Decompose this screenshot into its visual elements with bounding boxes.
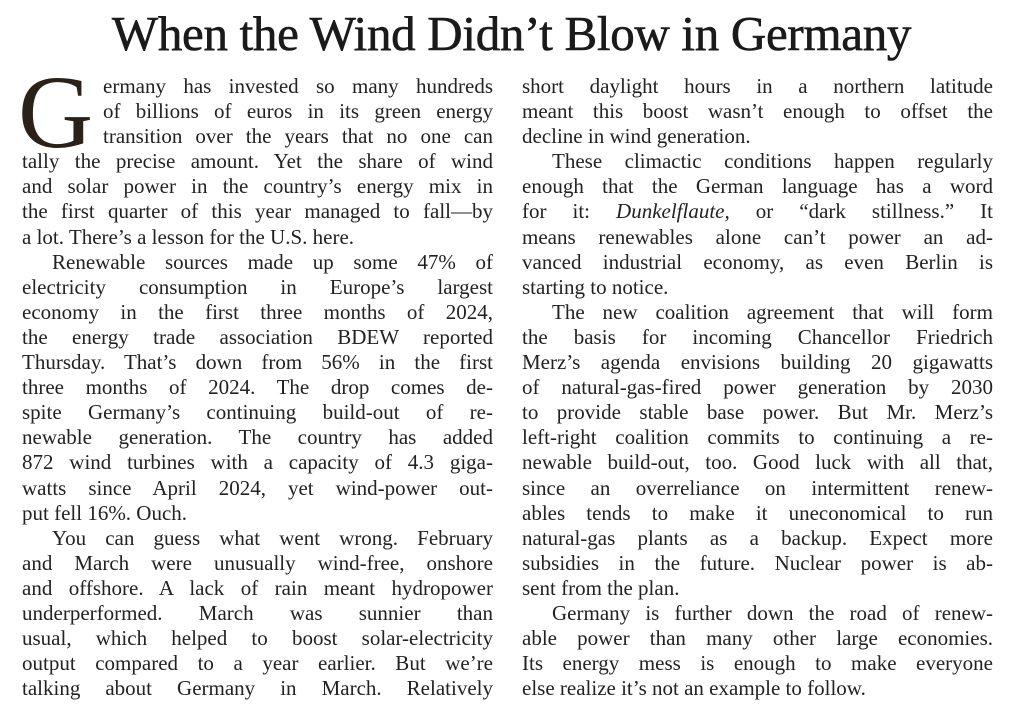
- article-line: the energy trade association BDEW report…: [22, 324, 493, 349]
- article-line: ermany has invested so many hundreds: [103, 74, 493, 98]
- article-line: the basis for incoming Chancellor Friedr…: [522, 324, 993, 349]
- article-line: subsidies in the future. Nuclear power i…: [522, 550, 993, 575]
- article-line: of billions of euros in its green energy: [103, 99, 493, 124]
- article-line: watts since April 2024, yet wind-power o…: [22, 475, 493, 500]
- article-line: ables tends to make it uneconomical to r…: [522, 500, 993, 525]
- text-segment: or “dark stillness.” It: [729, 199, 994, 224]
- article-line: the first quarter of this year managed t…: [22, 199, 493, 224]
- article-line: to provide stable base power. But Mr. Me…: [522, 400, 993, 425]
- headline: When the Wind Didn’t Blow in Germany: [111, 6, 912, 62]
- article-line: of natural-gas-fired power generation by…: [522, 375, 993, 400]
- article-line: decline in wind generation.: [522, 124, 751, 149]
- article-line: The new coalition agreement that will fo…: [552, 299, 993, 324]
- article-line: short daylight hours in a northern latit…: [522, 74, 993, 98]
- article-line: sent from the plan.: [522, 575, 680, 600]
- article-line: Merz’s agenda envisions building 20 giga…: [522, 350, 993, 375]
- article-line: talking about Germany in March. Relative…: [22, 676, 493, 701]
- article-line: three months of 2024. The drop comes de-: [22, 375, 493, 400]
- article-line: 872 wind turbines with a capacity of 4.3…: [22, 450, 493, 475]
- article-line: for it: Dunkelflaute, or “dark stillness…: [522, 199, 993, 224]
- article-line: a lot. There’s a lesson for the U.S. her…: [22, 224, 355, 249]
- article-line: newable build-out, too. Good luck with a…: [522, 450, 993, 475]
- article-line: Renewable sources made up some 47% of: [52, 249, 493, 274]
- article-line: electricity consumption in Europe’s larg…: [22, 274, 493, 299]
- article-line: underperformed. March was sunnier than: [22, 600, 493, 625]
- article-line: transition over the years that no one ca…: [103, 124, 493, 149]
- article-line: and solar power in the country’s energy …: [22, 174, 493, 199]
- article-line: starting to notice.: [522, 274, 669, 299]
- article-line: tally the precise amount. Yet the share …: [22, 149, 493, 174]
- article-line: spite Germany’s continuing build-out of …: [22, 400, 493, 425]
- article-line: and offshore. A lack of rain meant hydro…: [22, 575, 493, 600]
- drop-cap: G: [18, 55, 94, 170]
- article-line: and March were unusually wind-free, onsh…: [22, 550, 493, 575]
- article-line: vanced industrial economy, as even Berli…: [522, 249, 993, 274]
- article-line: since an overreliance on intermittent re…: [522, 475, 993, 500]
- text-segment: for it:: [522, 199, 617, 224]
- article-line: means renewables alone can’t power an ad…: [522, 224, 993, 249]
- article-column-left: G ermany has invested so many hundreds of…: [18, 61, 493, 701]
- article-line: output compared to a year earlier. But w…: [22, 651, 493, 676]
- article-line: enough that the German language has a wo…: [522, 174, 993, 199]
- article-line: These climactic conditions happen regula…: [552, 149, 993, 174]
- article-line: put fell 16%. Ouch.: [22, 500, 188, 525]
- article-line: able power than many other large economi…: [522, 626, 993, 651]
- article-line: You can guess what went wrong. February: [52, 525, 493, 550]
- article-line: Its energy mess is enough to make everyo…: [522, 651, 993, 676]
- italic-term: Dunkelflaute,: [616, 199, 730, 224]
- article-line: economy in the first three months of 202…: [22, 299, 493, 324]
- article-line: newable generation. The country has adde…: [22, 425, 493, 450]
- article-line: Germany is further down the road of rene…: [552, 600, 993, 625]
- article-line: meant this boost wasn’t enough to offset…: [522, 99, 993, 124]
- article-line: Thursday. That’s down from 56% in the fi…: [22, 350, 493, 375]
- article-column-right: short daylight hours in a northern latit…: [522, 74, 993, 701]
- article-line: usual, which helped to boost solar-elect…: [22, 626, 493, 651]
- article-line: else realize it’s not an example to foll…: [522, 676, 866, 701]
- article-line: natural-gas plants as a backup. Expect m…: [522, 525, 993, 550]
- article-line: left-right coalition commits to continui…: [522, 425, 993, 450]
